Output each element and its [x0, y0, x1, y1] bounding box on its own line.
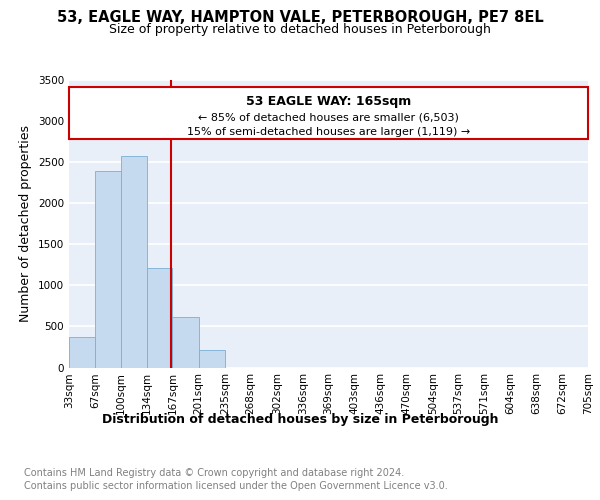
Text: 53, EAGLE WAY, HAMPTON VALE, PETERBOROUGH, PE7 8EL: 53, EAGLE WAY, HAMPTON VALE, PETERBOROUG…	[56, 10, 544, 25]
Bar	[121, 156, 147, 368]
Text: 53 EAGLE WAY: 165sqm: 53 EAGLE WAY: 165sqm	[246, 95, 411, 108]
Text: Contains public sector information licensed under the Open Government Licence v3: Contains public sector information licen…	[24, 481, 448, 491]
Bar	[147, 268, 172, 368]
Text: Size of property relative to detached houses in Peterborough: Size of property relative to detached ho…	[109, 22, 491, 36]
Bar	[172, 316, 199, 368]
Text: ← 85% of detached houses are smaller (6,503): ← 85% of detached houses are smaller (6,…	[198, 112, 459, 122]
Bar	[95, 171, 121, 368]
Bar	[199, 350, 225, 368]
Text: Distribution of detached houses by size in Peterborough: Distribution of detached houses by size …	[102, 412, 498, 426]
Text: Contains HM Land Registry data © Crown copyright and database right 2024.: Contains HM Land Registry data © Crown c…	[24, 468, 404, 477]
Text: 15% of semi-detached houses are larger (1,119) →: 15% of semi-detached houses are larger (…	[187, 126, 470, 136]
Y-axis label: Number of detached properties: Number of detached properties	[19, 125, 32, 322]
Bar	[69, 87, 588, 139]
Bar	[69, 337, 95, 368]
